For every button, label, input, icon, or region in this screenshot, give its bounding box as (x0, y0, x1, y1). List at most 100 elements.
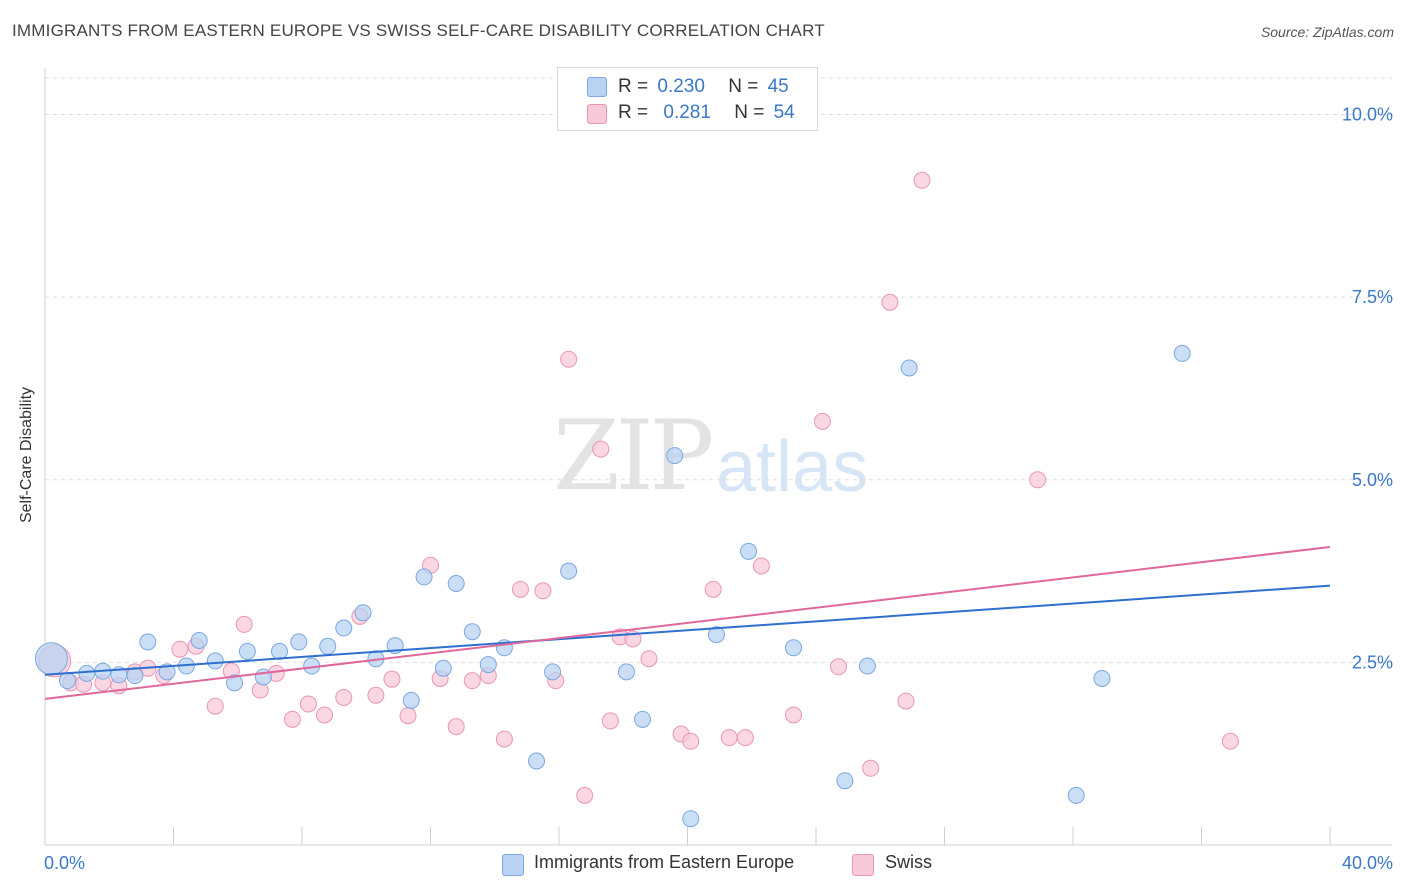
swiss-point (367, 686, 385, 704)
eastern-europe-point (479, 656, 497, 674)
swiss-point (640, 650, 658, 668)
swiss-point (299, 695, 317, 713)
swiss-point (897, 692, 915, 710)
eastern-europe-point (290, 633, 308, 651)
eastern-europe-point (617, 663, 635, 681)
eastern-europe-point (447, 574, 465, 592)
eastern-europe-point (126, 667, 144, 685)
swiss-point (592, 440, 610, 458)
swiss-point (682, 732, 700, 750)
swiss-point (601, 712, 619, 730)
r-value: 0.230 (657, 76, 705, 97)
swiss-point (235, 615, 253, 633)
eastern-europe-point (1093, 669, 1111, 687)
swiss-point (495, 730, 513, 748)
swiss-point (913, 171, 931, 189)
eastern-europe-point (707, 626, 725, 644)
y-tick-label: 2.5% (1352, 652, 1393, 672)
eastern-europe-point (682, 810, 700, 828)
eastern-europe-point (544, 663, 562, 681)
eastern-europe-point (254, 668, 272, 686)
swiss-point (813, 412, 831, 430)
eastern-europe-point (226, 674, 244, 692)
swiss-point (785, 706, 803, 724)
eastern-europe-point (666, 447, 684, 465)
eastern-europe-point (206, 652, 224, 670)
eastern-europe-point (785, 639, 803, 657)
x-tick-label: 0.0% (44, 853, 85, 873)
eastern-europe-point (271, 642, 289, 660)
n-label: N = (728, 76, 759, 97)
swiss-point (752, 557, 770, 575)
swiss-point (335, 688, 353, 706)
source-credit: Source: ZipAtlas.com (1260, 24, 1394, 40)
series-swatch-eastern-europe (502, 854, 524, 876)
swiss-trendline (44, 545, 1331, 700)
eastern-europe-point (238, 642, 256, 660)
series-legend: Immigrants from Eastern Europe Swiss (500, 850, 960, 878)
eastern-europe-point (634, 710, 652, 728)
n-value: 45 (767, 76, 789, 97)
watermark-zip: ZIP (553, 400, 714, 512)
eastern-europe-point (78, 664, 96, 682)
x-tick-label: 40.0% (1342, 853, 1393, 873)
n-label: N = (734, 102, 765, 123)
series-label-eastern-europe: Immigrants from Eastern Europe (534, 852, 795, 872)
y-tick-label: 10.0% (1342, 105, 1393, 125)
swiss-point (1221, 732, 1239, 750)
swiss-point (720, 729, 738, 747)
swiss-point (463, 672, 481, 690)
eastern-europe-point (58, 672, 76, 690)
swiss-point (1029, 471, 1047, 489)
eastern-europe-trendline (44, 584, 1331, 676)
trend-layer (44, 545, 1331, 700)
swiss-point (383, 670, 401, 688)
watermark-atlas: atlas (716, 427, 869, 507)
swiss-point (560, 350, 578, 368)
swiss-point (283, 710, 301, 728)
r-label: R = (618, 76, 649, 97)
eastern-europe-point (158, 663, 176, 681)
swiss-point (704, 580, 722, 598)
eastern-europe-point (139, 633, 157, 651)
swiss-point (534, 582, 552, 600)
swiss-point (576, 786, 594, 804)
eastern-europe-point (335, 619, 353, 637)
eastern-europe-point (900, 359, 918, 377)
grid-layer (45, 77, 1392, 663)
swiss-point (829, 658, 847, 676)
swiss-point (206, 697, 224, 715)
eastern-europe-point (560, 562, 578, 580)
eastern-europe-point (1067, 786, 1085, 804)
eastern-europe-point (190, 631, 208, 649)
r-label: R = (618, 102, 649, 123)
swiss-point (736, 729, 754, 747)
eastern-europe-point (415, 568, 433, 586)
y-tick-label: 7.5% (1352, 287, 1393, 307)
swiss-point (399, 707, 417, 725)
eastern-europe-point (858, 657, 876, 675)
eastern-europe-point (434, 659, 452, 677)
points-layer (34, 171, 1239, 828)
eastern-europe-point (463, 623, 481, 641)
swiss-point (511, 580, 529, 598)
eastern-europe-point (402, 691, 420, 709)
series-swatch-swiss (852, 854, 874, 876)
eastern-europe-point (740, 542, 758, 560)
eastern-europe-point (1173, 344, 1191, 362)
eastern-europe-point (34, 642, 68, 676)
swiss-point (881, 293, 899, 311)
legend-row-pink: R = 0.281 N = 54 (618, 102, 795, 126)
swiss-point (862, 759, 880, 777)
eastern-europe-point (528, 752, 546, 770)
eastern-europe-point (319, 637, 337, 655)
chart-title: IMMIGRANTS FROM EASTERN EUROPE VS SWISS … (12, 21, 825, 40)
swiss-point (447, 718, 465, 736)
legend-swatch-blue (587, 77, 607, 97)
eastern-europe-point (836, 772, 854, 790)
eastern-europe-point (354, 604, 372, 622)
legend-row-blue: R = 0.230 N = 45 (618, 76, 789, 100)
tick-label-layer: 2.5% 5.0% 7.5% 10.0% 0.0% 40.0% (44, 105, 1393, 873)
series-label-swiss: Swiss (885, 852, 933, 872)
